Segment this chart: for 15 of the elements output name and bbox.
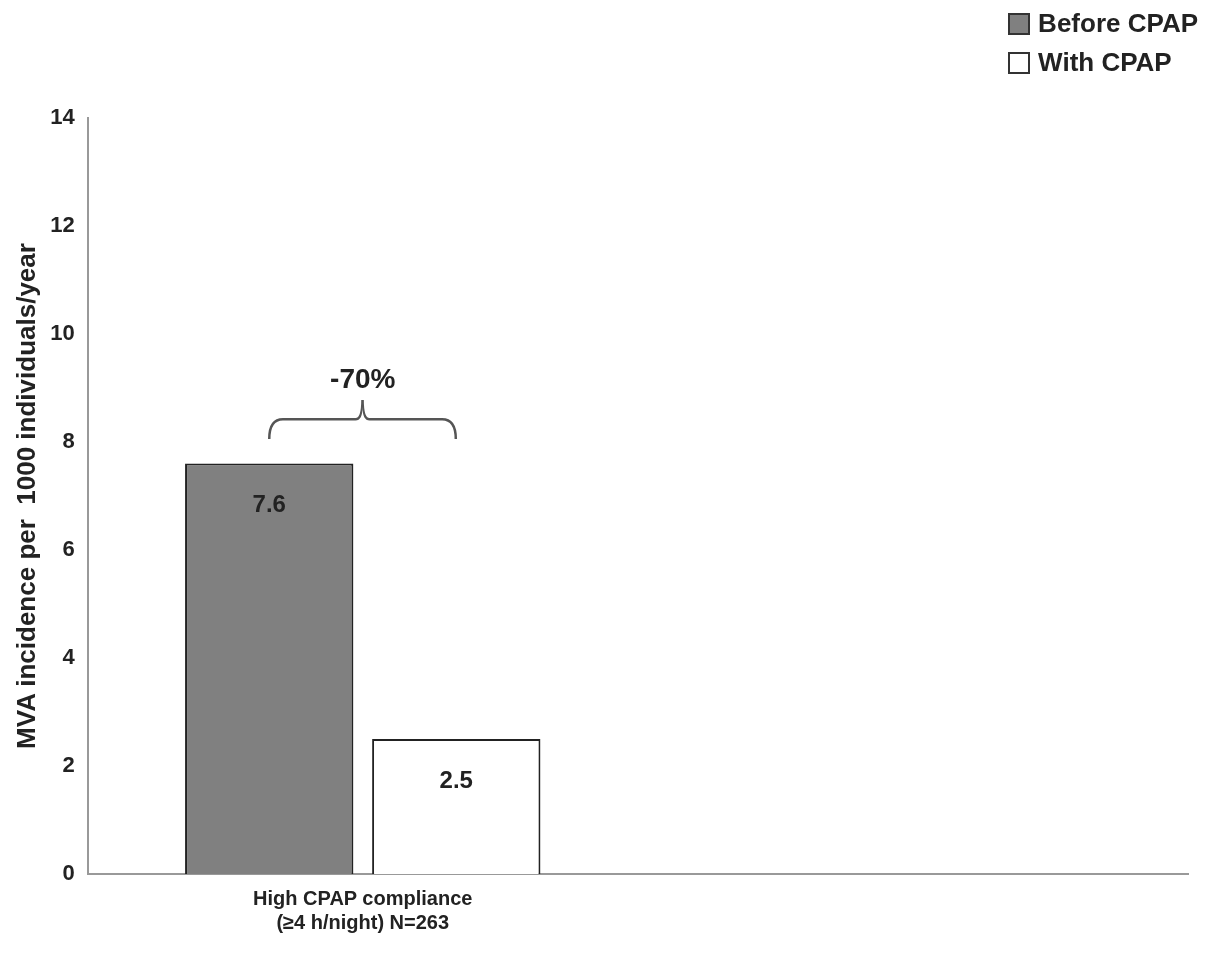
y-tick-label: 14: [50, 104, 76, 130]
y-axis-title: MVA incidence per 1000 individuals/year: [10, 243, 41, 749]
y-tick-label: 0: [62, 860, 75, 886]
y-tick-label: 2: [62, 752, 75, 778]
x-tick-label: High CPAP compliance (≥4 h/night) N=263: [253, 886, 473, 933]
legend-label: Before CPAP: [1038, 8, 1198, 39]
y-tick-label: 10: [50, 320, 75, 346]
data-label: 7.6: [252, 490, 286, 518]
y-tick-label: 4: [62, 644, 76, 670]
y-tick-label: 8: [62, 428, 75, 454]
y-tick-label: 12: [50, 212, 75, 238]
annotation: -70%: [330, 363, 396, 395]
data-label: 2.5: [439, 765, 473, 793]
y-tick-label: 6: [62, 536, 75, 562]
text: With CPAP: [1038, 47, 1172, 78]
